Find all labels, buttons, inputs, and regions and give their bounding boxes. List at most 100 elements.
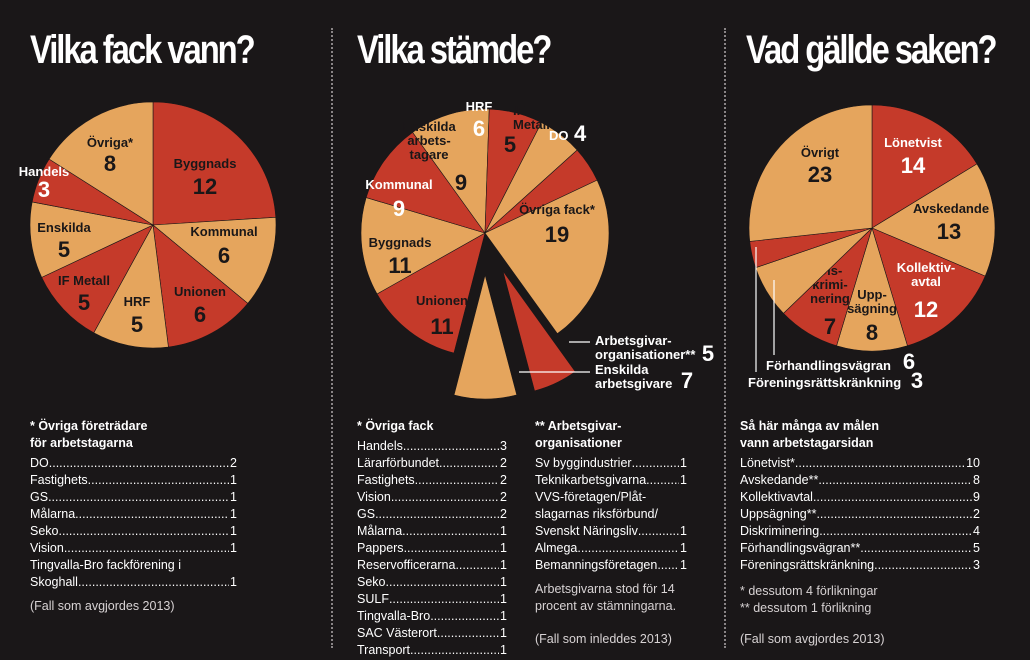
pie-slice bbox=[871, 104, 978, 229]
slice-label: Byggnads bbox=[369, 235, 432, 250]
pie-slice bbox=[871, 227, 986, 347]
slice-value: 5 bbox=[131, 312, 143, 337]
list-item: Pappers1 bbox=[357, 540, 507, 557]
list-item: Reservofficerarna1 bbox=[357, 557, 507, 574]
pie-slice bbox=[871, 163, 996, 277]
slice-value: 19 bbox=[545, 222, 569, 247]
slice-label: IF Metall bbox=[513, 103, 550, 132]
list-item: Svenskt Näringsliv1 bbox=[535, 523, 687, 540]
list-heading: * Övriga fack bbox=[357, 419, 434, 433]
pie-slice bbox=[48, 101, 154, 226]
list-heading: organisationer bbox=[535, 436, 622, 450]
list-item: Målarna1 bbox=[30, 506, 237, 523]
panel-fack-vann: Vilka fack vann? Byggnads 12 Kommunal 6 Unio… bbox=[0, 0, 330, 660]
divider-left bbox=[331, 28, 333, 648]
slice-label: Enskilda bbox=[37, 220, 91, 235]
list-item: Kollektivavtal9 bbox=[740, 489, 980, 506]
list-item: Fastighets1 bbox=[30, 472, 237, 489]
slice-label: Enskilda arbets-tagare bbox=[402, 119, 456, 162]
slice-label: Avskedande bbox=[913, 201, 989, 216]
slice-label: Arbetsgivar-organisationer** bbox=[595, 333, 696, 362]
list-ovriga-foretradare: * Övriga företrädare för arbetstagarna D… bbox=[30, 418, 237, 591]
list-item: Skoghall1 bbox=[30, 574, 237, 591]
list-item: Avskedande**8 bbox=[740, 472, 980, 489]
slice-value: 13 bbox=[937, 219, 961, 244]
slice-value: 9 bbox=[393, 196, 405, 221]
list-vann-arbetstagarsidan: Så här många av målen vann arbetstagarsi… bbox=[740, 418, 980, 574]
slice-label: Kommunal bbox=[190, 224, 257, 239]
list-item: Tingvalla-Bro fackförening i bbox=[30, 558, 181, 572]
list-item: SAC Västerort1 bbox=[357, 625, 507, 642]
slice-value: 11 bbox=[388, 253, 411, 278]
slice-value: 8 bbox=[866, 320, 878, 345]
slice-label: Byggnads bbox=[174, 156, 237, 171]
list-ovriga-fack: * Övriga fack Handels3Lärarförbundet2Fas… bbox=[357, 418, 507, 659]
slice-label: Handels bbox=[19, 164, 70, 179]
list-heading: för arbetstagarna bbox=[30, 436, 133, 450]
list-item: GS1 bbox=[30, 489, 237, 506]
slice-value: 6 bbox=[194, 302, 206, 327]
footnotes: * dessutom 4 förlikningar ** dessutom 1 … bbox=[740, 584, 878, 615]
list-item: GS2 bbox=[357, 506, 507, 523]
chart-title-1: Vilka fack vann? bbox=[30, 28, 256, 72]
slice-label: IF Metall bbox=[58, 273, 110, 288]
pie-slice bbox=[484, 122, 578, 234]
pie-slice bbox=[29, 201, 154, 278]
slice-value: 3 bbox=[911, 368, 923, 393]
panel-vilka-stamde: Vilka stämde? Övriga fack* 19 Unionen 11 Byg… bbox=[333, 0, 723, 660]
list-heading: vann arbetstagarsidan bbox=[740, 436, 874, 450]
slice-label: Förhandlingsvägran bbox=[766, 358, 891, 373]
slice-value: 5 bbox=[58, 237, 70, 262]
pie-slice bbox=[152, 101, 277, 226]
list-item: Sv byggindustrier1 bbox=[535, 455, 687, 472]
divider-right bbox=[724, 28, 726, 648]
pie-slice bbox=[748, 104, 873, 242]
slice-value: 6 bbox=[218, 243, 230, 268]
slice-value: 23 bbox=[808, 162, 832, 187]
slice-value: 9 bbox=[455, 170, 467, 195]
slice-label: Unionen bbox=[416, 293, 468, 308]
slice-value: 3 bbox=[38, 177, 50, 202]
list-item: Fastighets2 bbox=[357, 472, 507, 489]
slice-label: Kollektiv-avtal bbox=[897, 260, 956, 289]
pie-slice bbox=[376, 232, 486, 354]
slice-value: 12 bbox=[914, 297, 938, 322]
slice-label: Övrigt bbox=[801, 145, 840, 160]
list-item: Bemanningsföretagen1 bbox=[535, 557, 687, 574]
list-item: Lärarförbundet2 bbox=[357, 455, 507, 472]
slice-label: Föreningsrättskränkning bbox=[748, 375, 901, 390]
list-arbetsgivarorganisationer: ** Arbetsgivar- organisationer Sv byggin… bbox=[535, 418, 687, 574]
pie-slice bbox=[93, 224, 169, 349]
slice-value: 5 bbox=[78, 290, 90, 315]
pie-slice bbox=[360, 197, 486, 295]
note-arbetsgivarna: Arbetsgivarna stod för 14 procent av stä… bbox=[535, 582, 677, 613]
list-item: SULF1 bbox=[357, 591, 507, 608]
pie-slice bbox=[152, 216, 277, 304]
list-item: Vision2 bbox=[357, 489, 507, 506]
list-heading: * Övriga företrädare bbox=[30, 419, 148, 433]
slice-value: 7 bbox=[681, 368, 693, 393]
slice-value: 4 bbox=[574, 121, 587, 146]
pie-slice bbox=[484, 179, 610, 335]
pie-chart-fack-vann: Byggnads 12 Kommunal 6 Unionen 6 HRF 5 IF Metall… bbox=[19, 101, 277, 349]
chart-title-2: Vilka stämde? bbox=[357, 28, 552, 72]
source-note: (Fall som avgjordes 2013) bbox=[740, 632, 885, 646]
list-item: Lönetvist*10 bbox=[740, 455, 980, 472]
pie-slice bbox=[412, 108, 490, 234]
slice-label: DO bbox=[549, 128, 569, 143]
source-note: (Fall som avgjordes 2013) bbox=[30, 599, 175, 613]
slice-label: Lönetvist bbox=[884, 135, 942, 150]
slice-label: Kommunal bbox=[365, 177, 432, 192]
pie-slice bbox=[41, 224, 154, 334]
source-note: (Fall som inleddes 2013) bbox=[535, 632, 672, 646]
list-item: Seko1 bbox=[357, 574, 507, 591]
slice-value: 8 bbox=[104, 151, 116, 176]
list-item: Målarna1 bbox=[357, 523, 507, 540]
list-heading: Så här många av målen bbox=[740, 419, 879, 433]
pie-chart-vad-gallde-saken: Lönetvist 14 Avskedande 13 Kollektiv-avtal 12… bbox=[748, 104, 996, 393]
list-item: Seko1 bbox=[30, 523, 237, 540]
panel-vad-gallde-saken: Vad gällde saken? Lönetvist 14 Avskedande 1… bbox=[726, 0, 1030, 660]
slice-value: 12 bbox=[193, 174, 217, 199]
slice-label: Enskilda arbetsgivare bbox=[595, 362, 672, 391]
